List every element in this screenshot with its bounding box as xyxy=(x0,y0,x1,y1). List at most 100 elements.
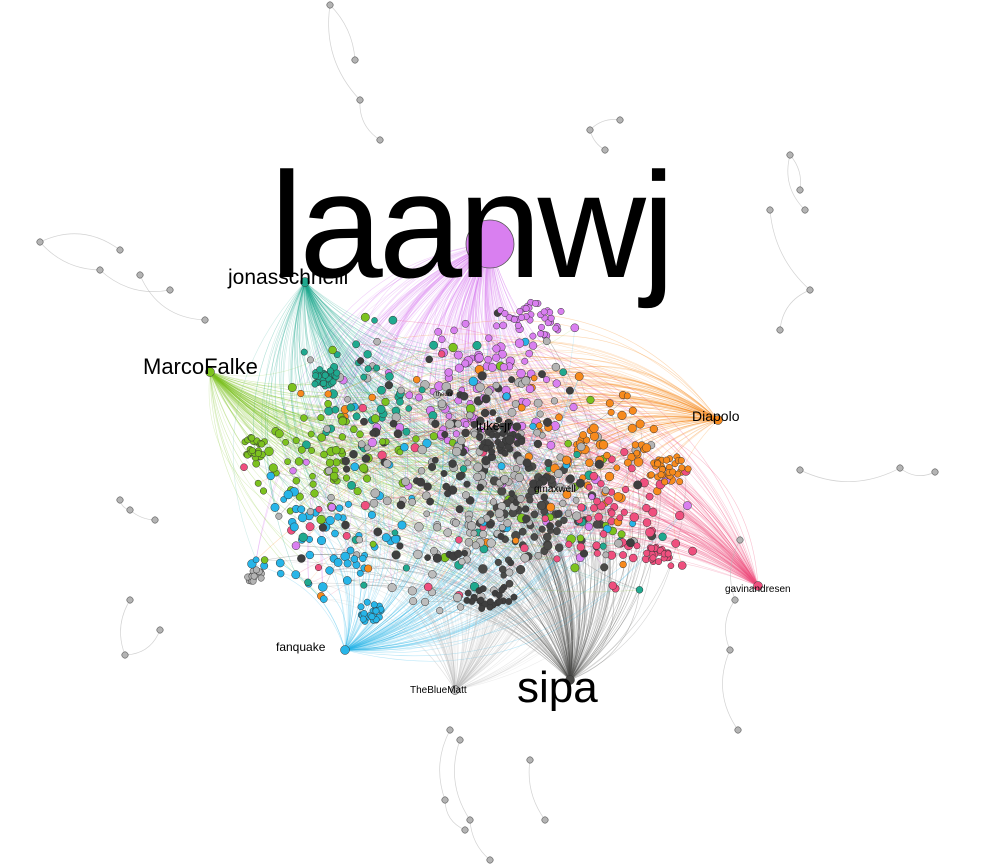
node xyxy=(367,510,376,519)
node xyxy=(498,523,506,531)
edge xyxy=(548,462,759,587)
node xyxy=(499,321,507,330)
edge xyxy=(139,274,206,321)
node xyxy=(508,376,516,384)
edge xyxy=(510,356,719,421)
edge xyxy=(569,567,588,681)
node xyxy=(616,116,624,124)
edge xyxy=(209,371,368,479)
node xyxy=(613,464,621,471)
node xyxy=(477,596,485,604)
edge xyxy=(471,416,719,526)
edge xyxy=(384,395,719,463)
node xyxy=(443,528,452,537)
node xyxy=(593,497,601,506)
node xyxy=(320,379,327,387)
edge xyxy=(358,509,759,587)
node xyxy=(461,826,469,834)
node xyxy=(342,531,351,540)
node xyxy=(463,480,471,488)
edge xyxy=(534,419,719,515)
edge xyxy=(304,351,456,691)
node xyxy=(633,480,643,490)
edge xyxy=(371,243,491,443)
edge xyxy=(209,371,302,559)
edge xyxy=(323,598,456,691)
node xyxy=(433,523,442,532)
node xyxy=(423,582,433,592)
edge xyxy=(291,281,361,574)
node xyxy=(397,386,405,395)
edge xyxy=(384,243,491,463)
node xyxy=(628,406,637,415)
edge xyxy=(569,516,610,681)
node xyxy=(530,374,538,382)
edge xyxy=(431,554,759,593)
node xyxy=(446,726,454,734)
edge xyxy=(359,99,381,141)
edge xyxy=(461,389,573,681)
edge xyxy=(454,475,490,691)
node xyxy=(677,561,687,570)
edge xyxy=(420,481,571,681)
node xyxy=(514,338,525,348)
node xyxy=(254,479,262,487)
node xyxy=(488,448,496,456)
edge xyxy=(413,600,456,691)
node xyxy=(538,370,546,379)
edge xyxy=(304,281,548,423)
node xyxy=(325,566,334,575)
edge xyxy=(454,407,526,691)
node xyxy=(300,348,308,356)
edge xyxy=(489,243,608,456)
node xyxy=(495,598,503,606)
edge xyxy=(515,535,575,681)
node xyxy=(536,500,547,511)
edge xyxy=(309,243,491,556)
edge xyxy=(209,371,471,417)
node xyxy=(530,510,539,519)
node xyxy=(344,396,351,403)
edge xyxy=(320,417,456,691)
node xyxy=(492,344,501,353)
node xyxy=(457,603,465,611)
edge xyxy=(375,384,719,433)
node xyxy=(552,527,561,536)
node xyxy=(370,601,378,609)
node xyxy=(360,417,368,426)
edge xyxy=(344,601,426,651)
node xyxy=(433,390,441,399)
node xyxy=(468,376,478,386)
edge xyxy=(513,428,759,587)
edge xyxy=(489,243,601,445)
edge xyxy=(405,243,491,432)
edge xyxy=(344,243,491,564)
node xyxy=(643,549,651,557)
edge xyxy=(454,514,556,691)
node xyxy=(367,437,377,448)
node xyxy=(275,512,283,520)
edge xyxy=(550,507,580,681)
node xyxy=(405,405,413,412)
node xyxy=(121,651,129,659)
node xyxy=(248,434,256,442)
edge xyxy=(124,629,161,656)
edge xyxy=(399,545,458,691)
node xyxy=(248,447,256,455)
edge xyxy=(309,526,351,651)
edge xyxy=(489,243,636,446)
edge xyxy=(489,243,663,538)
node xyxy=(292,437,300,444)
node xyxy=(317,414,325,422)
node xyxy=(576,542,585,552)
node xyxy=(505,598,513,605)
node xyxy=(321,371,329,379)
node xyxy=(507,559,515,567)
node xyxy=(486,856,494,864)
node xyxy=(302,458,310,466)
edge xyxy=(344,480,504,651)
edge xyxy=(344,356,719,421)
edge xyxy=(454,462,553,691)
node xyxy=(334,513,342,521)
edge xyxy=(588,525,759,587)
